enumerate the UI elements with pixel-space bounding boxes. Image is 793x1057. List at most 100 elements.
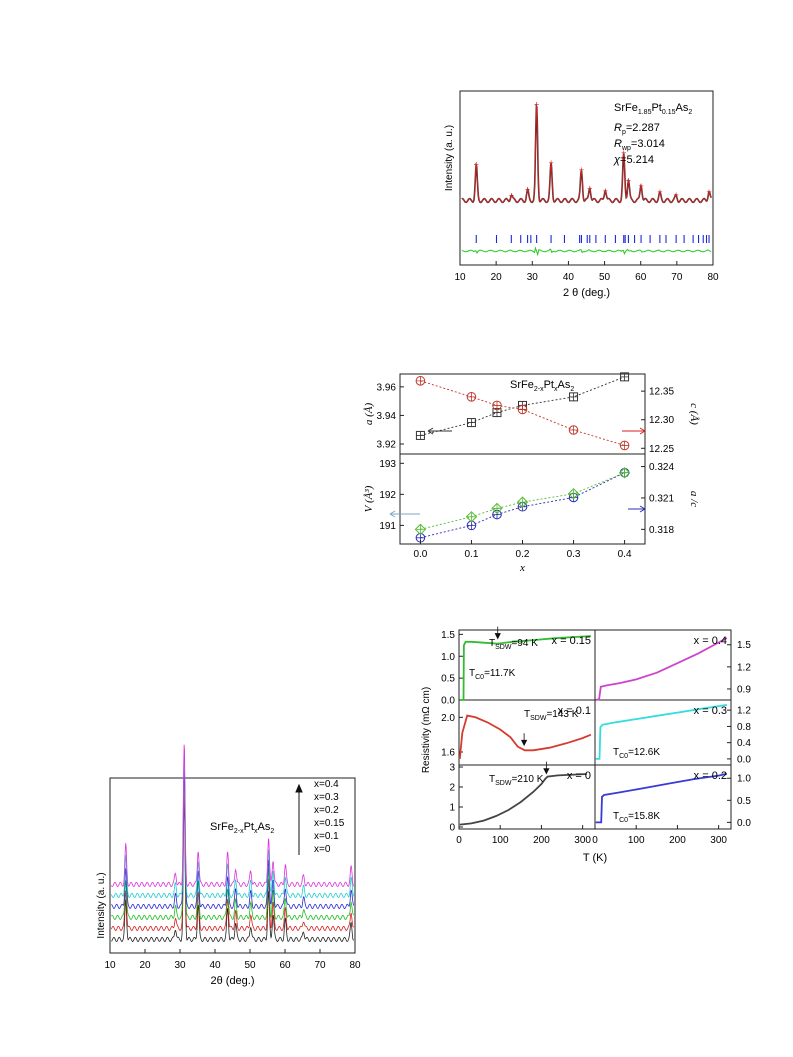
cross-mark: [518, 405, 527, 414]
legend-entry: x=0: [314, 844, 331, 855]
x-tick-label: 0.1: [465, 549, 479, 560]
cross-mark: [569, 489, 578, 498]
left-y-tick-label: 3.96: [377, 382, 397, 393]
legend-entry: x=0.4: [314, 779, 339, 790]
difference-curve: [461, 246, 712, 257]
series-a/c-point: [491, 502, 503, 515]
y-tick-label: 0.0: [441, 696, 455, 707]
series-V-line: [420, 472, 625, 539]
observed-peak-marker: +: [706, 187, 711, 197]
cross-mark: [569, 426, 578, 434]
lattice-parameters-chart: 3.92 3.94 3.96 12.25 12.30 12.35 a (Å) c (Å) 191…: [363, 372, 700, 574]
y-axis-label: Intensity (a. u.): [96, 872, 107, 938]
series-a/c-point: [465, 511, 478, 523]
refinement-stat: Rp=2.287: [614, 122, 660, 136]
y-tick-label: 1.2: [737, 662, 751, 673]
cross-mark: [416, 431, 425, 440]
legend-entry: x=0.15: [314, 818, 345, 829]
observed-peak-marker: +: [603, 186, 608, 196]
x-tick-label: 0.0: [413, 549, 427, 560]
x-tick-label: 10: [454, 272, 466, 283]
series-a/c-line: [420, 472, 625, 530]
left-y-tick-label: 192: [379, 490, 396, 501]
diamond-marker: [567, 488, 580, 500]
x-tick-label: 0: [592, 835, 598, 846]
legend-entry: x=0.3: [314, 792, 339, 803]
x-tick-label: 30: [527, 272, 539, 283]
x-tick-label: 0: [456, 835, 462, 846]
transition-arrow: [494, 626, 501, 640]
left-y-axis-label: V (Å³): [363, 485, 375, 512]
y-tick-label: 1.5: [441, 630, 455, 641]
pattern-x=0.1: [111, 790, 354, 931]
x-tick-label: 100: [628, 835, 645, 846]
circle-marker: [492, 400, 502, 411]
x-axis-label: 2 θ (deg.): [563, 287, 610, 299]
right-axis-arrow: [628, 505, 646, 513]
left-y-axis-label: a (Å): [363, 403, 375, 426]
right-y-tick-label: 0.321: [649, 493, 674, 504]
y-tick-label: 3: [449, 763, 455, 774]
observed-peak-marker: +: [587, 184, 592, 194]
resistivity-curve-x04: [595, 637, 728, 701]
cross-mark: [569, 392, 578, 401]
critical-temperature-label: TC0=11.7K: [469, 668, 516, 681]
series-c-point: [415, 376, 426, 386]
pattern-x=0.3: [111, 757, 355, 898]
x-tick-label: 0.3: [567, 549, 581, 560]
y-tick-label: 1.0: [441, 652, 455, 663]
y-axis-label: Resistivity (mΩ cm): [421, 687, 432, 773]
x-tick-label: 300: [710, 835, 727, 846]
cross-mark: [467, 512, 476, 521]
series-c-point: [466, 392, 477, 402]
y-tick-label: 0.5: [441, 674, 455, 685]
observed-peak-marker: +: [474, 160, 479, 170]
cross-mark: [620, 468, 629, 477]
right-y-tick-label: 0.324: [649, 462, 674, 473]
sdw-temperature-label: TSDW=210 K: [489, 774, 544, 787]
left-y-tick-label: 3.94: [377, 411, 397, 422]
y-tick-label: 0.5: [737, 796, 751, 807]
transition-arrow: [520, 733, 528, 747]
series-a/c-point: [414, 523, 427, 536]
composition-label: x = 0.2: [694, 770, 727, 782]
x-tick-label: 300: [574, 835, 591, 846]
resistivity-curve-x01: [458, 714, 592, 759]
y-axis-label: Intensity (a. u.): [444, 125, 455, 191]
composition-label: x = 0.3: [694, 705, 727, 717]
circle-marker: [568, 425, 579, 435]
series-c-line: [420, 380, 625, 446]
x-tick-label: 80: [349, 960, 361, 971]
composition-label: x = 0.4: [694, 635, 727, 647]
pattern-x=0.4: [111, 744, 355, 887]
increasing-x-arrow: [295, 783, 303, 855]
left-axis-arrow: [389, 510, 420, 518]
y-tick-label: 0.0: [737, 818, 751, 829]
circle-marker: [619, 440, 630, 451]
x-axis-label: x: [519, 562, 525, 574]
x-tick-label: 20: [139, 960, 151, 971]
cross-mark: [492, 401, 501, 410]
y-tick-label: 0.4: [737, 738, 751, 749]
resistivity-curve-x015: [459, 635, 591, 701]
sdw-temperature-label: TSDW=143 K: [524, 709, 579, 722]
refinement-stat: Rwp=3.014: [614, 138, 665, 152]
pattern-x=0: [111, 799, 354, 942]
series-a/c-point: [516, 496, 529, 508]
series-a-point: [415, 430, 425, 440]
observed-peak-marker: +: [525, 184, 530, 194]
cross-mark: [620, 372, 629, 381]
cross-mark: [467, 392, 476, 401]
right-y-axis-label: c (Å): [688, 403, 700, 425]
calculated-pattern: [461, 104, 712, 203]
x-tick-label: 50: [599, 272, 611, 283]
cross-mark: [492, 504, 501, 513]
series-a-point: [466, 418, 476, 428]
right-y-tick-label: 0.318: [649, 525, 674, 536]
composition-label: x = 0: [567, 770, 591, 782]
series-c-point: [619, 440, 630, 451]
series-a-line: [420, 376, 625, 436]
series-a-point: [620, 372, 630, 382]
composition-label: x = 0.1: [558, 705, 591, 717]
diamond-marker: [491, 502, 503, 515]
